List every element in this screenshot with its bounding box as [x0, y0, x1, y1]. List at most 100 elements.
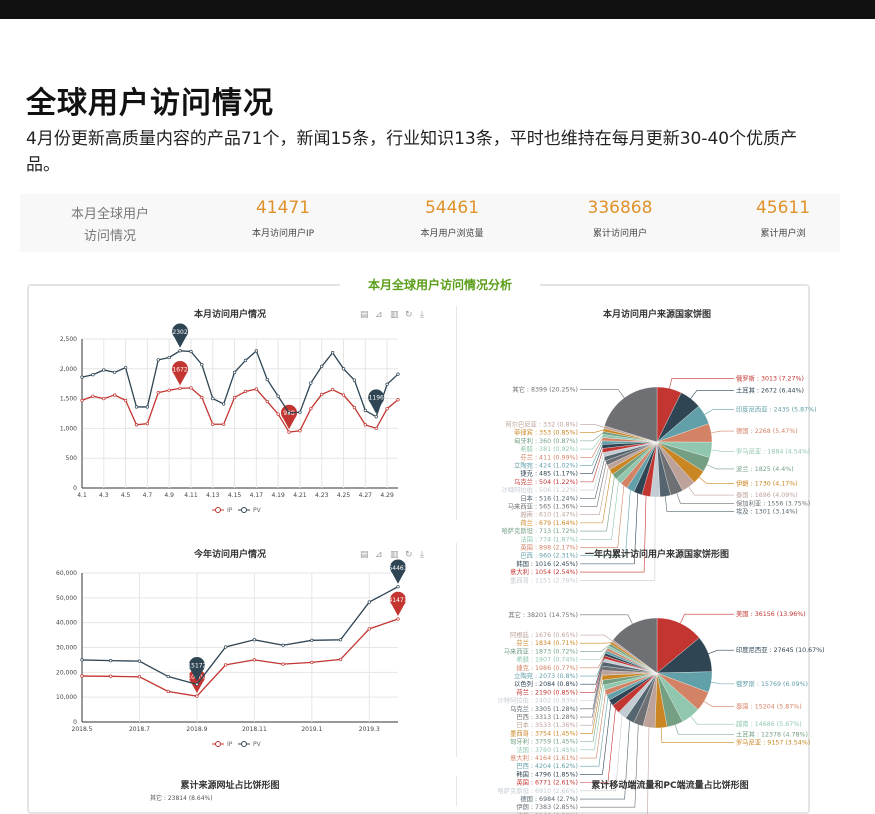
label-line — [580, 439, 602, 457]
x-tick-label: 2018.11 — [242, 726, 267, 733]
label-line — [661, 728, 734, 743]
pie-label: 土耳其 : 2672 (6.44%) — [736, 386, 804, 395]
pie-label: 立陶宛 : 424 (1.02%) — [514, 460, 578, 469]
stats-label: 本月全球用户访问情况 — [70, 204, 150, 248]
label-line — [704, 701, 734, 706]
legend-item-PV[interactable]: PV — [253, 507, 262, 514]
data-point — [167, 690, 170, 693]
line-switch-icon[interactable]: ⊿ — [375, 310, 383, 320]
pie-label: 俄罗斯 : 15769 (6.09%) — [736, 679, 808, 688]
pie-label: 土耳其 : 12378 (4.78%) — [736, 729, 808, 738]
pie-label: 匈牙利 : 360 (0.87%) — [514, 436, 578, 445]
series-line-IP — [82, 388, 398, 432]
pie-label: 其它 : 38201 (14.75%) — [508, 610, 578, 619]
data-point — [282, 644, 285, 647]
data-point — [138, 676, 141, 679]
section-title: 本月全球用户访问情况分析 — [340, 276, 540, 293]
data-point — [233, 371, 236, 374]
data-point — [201, 396, 204, 399]
pie-label: 沙特阿拉伯 : 2402 (0.93%) — [497, 696, 578, 705]
data-point — [253, 639, 256, 642]
data-view-icon[interactable]: ▤ — [360, 550, 369, 560]
pie-label: 泰国 : 1696 (4.09%) — [736, 490, 798, 499]
label-line — [707, 465, 734, 469]
marker-label: 15172 — [187, 662, 206, 669]
download-icon[interactable]: ⤓ — [420, 310, 424, 320]
y-tick-label: 20,000 — [56, 669, 77, 676]
legend-item-IP[interactable]: IP — [227, 507, 233, 514]
bar-switch-icon[interactable]: ▥ — [390, 550, 399, 560]
data-point — [386, 383, 389, 386]
x-tick-label: 4.23 — [315, 492, 329, 499]
pie-label: 荷兰 : 679 (1.64%) — [520, 518, 578, 527]
data-point — [397, 373, 400, 376]
data-point — [320, 365, 323, 368]
data-point — [282, 663, 285, 666]
download-icon[interactable]: ⤓ — [420, 550, 424, 560]
x-tick-label: 4.15 — [228, 492, 242, 499]
label-line — [709, 650, 734, 654]
y-tick-label: 50,000 — [56, 595, 77, 602]
pie-label: 捷克 : 1986 (0.77%) — [516, 663, 578, 672]
data-point — [211, 423, 214, 426]
data-point — [81, 376, 84, 379]
data-point — [368, 601, 371, 604]
x-tick-label: 4.27 — [359, 492, 373, 499]
data-point — [113, 371, 116, 374]
x-tick-label: 4.21 — [293, 492, 307, 499]
pie-label: 立陶宛 : 2073 (0.8%) — [514, 671, 578, 680]
data-point — [157, 359, 160, 362]
data-point — [311, 661, 314, 664]
x-tick-label: 4.3 — [99, 492, 109, 499]
y-tick-label: 40,000 — [56, 620, 77, 627]
data-point — [81, 399, 84, 402]
pie-label: 伊朗 : 7383 (2.85%) — [516, 802, 578, 811]
restore-icon[interactable]: ↻ — [405, 550, 413, 560]
data-point — [157, 391, 160, 394]
line-switch-icon[interactable]: ⊿ — [375, 550, 383, 560]
pie-label: 法国 : 3760 (1.45%) — [516, 745, 578, 754]
data-point — [196, 683, 199, 686]
pie-label: 马来西亚 : 565 (1.36%) — [508, 502, 578, 510]
data-point — [342, 394, 345, 397]
y-tick-label: 0 — [73, 719, 77, 726]
data-point — [233, 396, 236, 399]
pie-label: 德国 : 2268 (5.47%) — [736, 426, 798, 435]
bar-switch-icon[interactable]: ▥ — [390, 310, 399, 320]
label-line — [580, 443, 602, 466]
pie-label: 其它 : 8399 (20.25%) — [512, 385, 578, 394]
monthly-line-chart: 本月访问用户情况▤⊿▥↻⤓05001,0001,5002,0002,5004.1… — [30, 300, 430, 520]
pie-label: 巴西 : 4204 (1.62%) — [516, 762, 578, 770]
data-point — [179, 350, 182, 353]
series-line-PV — [82, 587, 398, 685]
pie-label: 巴西 : 3313 (1.28%) — [516, 713, 578, 721]
y-tick-label: 30,000 — [56, 645, 77, 652]
data-view-icon[interactable]: ▤ — [360, 310, 369, 320]
restore-icon[interactable]: ↻ — [405, 310, 413, 320]
source-pie-title: 累计来源网址占比饼形图 — [100, 778, 360, 791]
pie-label: 芬兰 : 1834 (0.71%) — [516, 638, 578, 647]
data-point — [109, 659, 112, 662]
data-point — [124, 366, 127, 369]
y-tick-label: 1,000 — [60, 425, 77, 432]
legend-icon — [242, 508, 247, 513]
x-tick-label: 2019.3 — [359, 726, 380, 733]
data-point — [168, 389, 171, 392]
pie-label: 德国 : 6984 (2.7%) — [520, 794, 578, 803]
pie-label: 罗马尼亚 : 1884 (4.54%) — [736, 447, 810, 455]
legend-item-IP[interactable]: IP — [227, 741, 233, 748]
pie-label: 罗马尼亚 : 9157 (3.54%) — [736, 739, 810, 747]
data-point — [92, 395, 95, 398]
data-point — [320, 393, 323, 396]
label-line — [711, 682, 734, 684]
label-line — [580, 436, 602, 449]
pie-label: 泰国 : 15204 (5.87%) — [736, 702, 802, 711]
x-tick-label: 4.7 — [143, 492, 153, 499]
legend-item-PV[interactable]: PV — [253, 741, 262, 748]
data-point — [375, 427, 378, 430]
divider — [456, 543, 457, 757]
label-line — [691, 716, 734, 724]
